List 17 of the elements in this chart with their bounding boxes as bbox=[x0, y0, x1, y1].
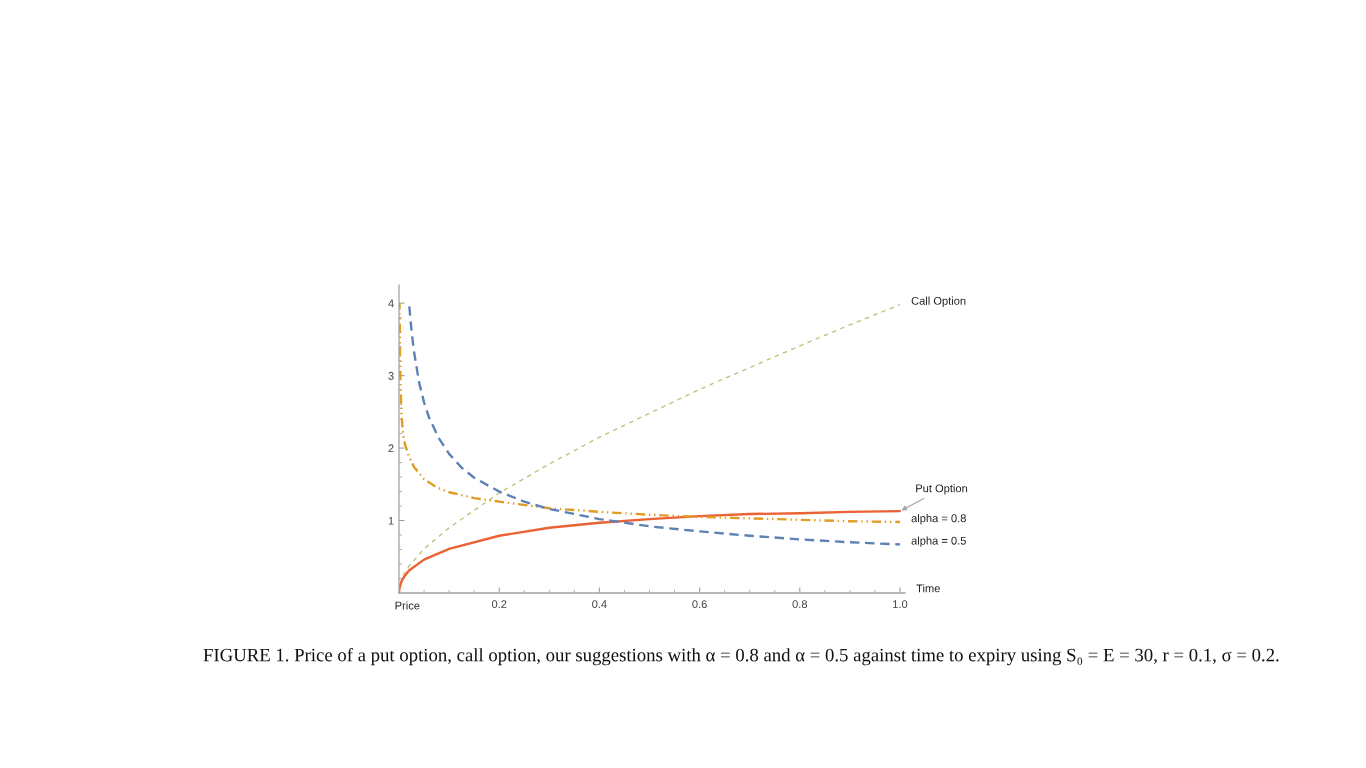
y-tick-label: 2 bbox=[388, 444, 394, 453]
x-tick-label: 0.4 bbox=[592, 600, 607, 609]
y-tick-label: 1 bbox=[388, 516, 394, 525]
series-label: alpha = 0.5 bbox=[911, 536, 966, 547]
series-label: alpha = 0.8 bbox=[911, 514, 966, 525]
x-tick-label: 0.6 bbox=[692, 600, 707, 609]
y-tick-label: 4 bbox=[388, 299, 394, 308]
x-tick-label: 1.0 bbox=[893, 600, 908, 609]
x-tick-label: 0.2 bbox=[491, 600, 507, 609]
annotation: Price bbox=[395, 601, 420, 610]
line-series bbox=[399, 509, 902, 593]
x-axis-title: Time bbox=[916, 584, 940, 593]
y-tick-label: 3 bbox=[388, 371, 394, 380]
text: Put Option bbox=[916, 484, 968, 495]
x-tick-label: 0.8 bbox=[792, 600, 808, 609]
caption: FIGURE 1. Price of a put option, call option, our suggestions with α = 0.8 and α = 0.5 against time to expiry using S₀ = E = 30, r = 0.1, σ = 0.2. bbox=[203, 648, 1279, 666]
series-label: Call Option bbox=[911, 296, 966, 307]
